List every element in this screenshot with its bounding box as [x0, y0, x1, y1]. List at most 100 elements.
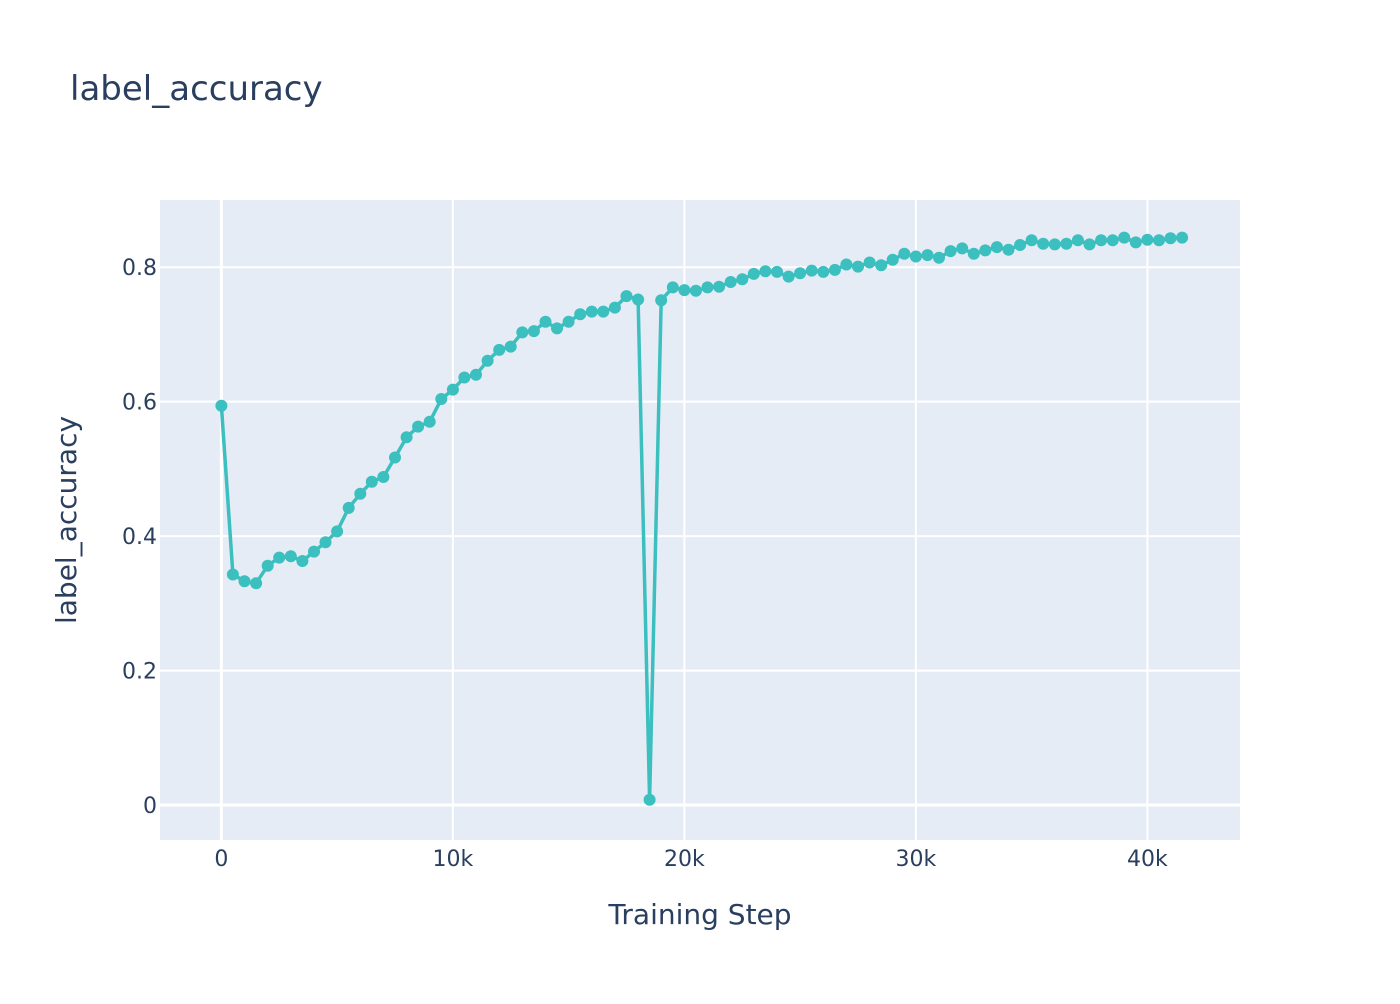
- data-point: [1164, 232, 1177, 245]
- data-point: [632, 293, 645, 306]
- data-point: [319, 536, 332, 549]
- data-point: [852, 260, 864, 273]
- data-point: [574, 308, 587, 321]
- y-tick-label: 0.6: [122, 391, 157, 416]
- data-point: [736, 273, 749, 286]
- x-tick-label: 10k: [432, 847, 473, 872]
- data-point: [875, 259, 888, 272]
- data-point: [226, 568, 239, 581]
- x-axis-ticks: 0 10k 20k 30k 40k: [214, 847, 1168, 872]
- data-point: [331, 525, 344, 538]
- data-point: [979, 244, 992, 257]
- data-point: [1118, 231, 1131, 244]
- data-point: [1048, 238, 1061, 251]
- data-point: [238, 575, 251, 588]
- data-point: [689, 284, 702, 297]
- data-point: [377, 471, 390, 483]
- data-point: [956, 242, 969, 255]
- data-point: [342, 501, 355, 514]
- y-tick-label: 0.8: [122, 256, 157, 281]
- data-point: [933, 251, 945, 264]
- data-point: [643, 793, 656, 806]
- data-point: [539, 315, 552, 328]
- x-tick-label: 0: [214, 847, 228, 872]
- y-axis-ticks: 0 0.2 0.4 0.6 0.8: [122, 256, 157, 819]
- data-point: [620, 290, 633, 303]
- data-point: [828, 263, 841, 276]
- data-point: [713, 280, 726, 293]
- data-point: [585, 305, 598, 318]
- data-point: [886, 253, 899, 266]
- data-point: [782, 270, 795, 283]
- data-point: [1141, 233, 1154, 246]
- data-point: [1071, 234, 1084, 247]
- plot-background: [160, 200, 1240, 840]
- data-point: [1083, 238, 1096, 251]
- data-point: [898, 247, 911, 260]
- data-point: [446, 383, 459, 396]
- data-point: [921, 249, 934, 262]
- y-tick-label: 0.2: [122, 660, 157, 685]
- data-point: [794, 267, 807, 280]
- data-point: [678, 284, 691, 297]
- data-point: [516, 326, 529, 339]
- data-point: [655, 294, 668, 307]
- data-point: [1037, 237, 1050, 250]
- data-point: [400, 431, 413, 444]
- data-point: [863, 256, 876, 269]
- data-point: [608, 301, 621, 314]
- data-point: [435, 393, 448, 405]
- data-point: [470, 368, 482, 381]
- data-point: [944, 245, 957, 258]
- data-point: [1002, 243, 1015, 256]
- data-point: [805, 264, 818, 277]
- data-point: [551, 322, 563, 335]
- series-layer: [215, 231, 1189, 806]
- x-tick-label: 30k: [896, 847, 937, 872]
- data-point: [771, 265, 783, 278]
- y-axis-title: label_accuracy: [50, 416, 83, 624]
- data-point: [389, 451, 401, 464]
- data-point: [724, 276, 737, 288]
- data-point: [1129, 236, 1142, 249]
- data-point: [308, 545, 320, 558]
- data-point: [412, 420, 425, 433]
- data-point: [284, 550, 297, 563]
- data-point: [1106, 234, 1119, 247]
- chart-title: label_accuracy: [70, 69, 323, 109]
- data-point: [493, 343, 506, 356]
- data-point: [759, 265, 772, 278]
- data-point: [215, 399, 228, 412]
- data-point: [504, 340, 517, 353]
- data-point: [840, 258, 853, 271]
- data-point: [1025, 234, 1038, 247]
- data-point: [296, 555, 309, 567]
- data-point: [250, 577, 263, 590]
- data-point: [597, 305, 610, 318]
- data-point: [747, 267, 760, 280]
- data-point: [701, 281, 714, 294]
- data-point: [423, 415, 436, 428]
- data-point: [1176, 231, 1189, 244]
- grid-lines: [160, 200, 1240, 840]
- x-axis-title: Training Step: [607, 898, 791, 931]
- x-tick-label: 20k: [664, 847, 705, 872]
- data-point: [1014, 239, 1027, 251]
- data-point: [273, 551, 286, 564]
- data-point: [354, 487, 367, 500]
- data-point: [909, 250, 922, 263]
- data-point: [1060, 237, 1073, 250]
- data-point: [1095, 234, 1108, 247]
- y-tick-label: 0.4: [122, 525, 157, 550]
- y-tick-label: 0: [143, 794, 157, 819]
- data-point: [990, 241, 1003, 254]
- data-point: [666, 281, 679, 294]
- data-point: [261, 559, 274, 572]
- data-point: [481, 354, 494, 367]
- data-point: [1153, 234, 1165, 247]
- data-point: [817, 265, 830, 278]
- data-point: [562, 315, 575, 328]
- data-point: [527, 325, 540, 338]
